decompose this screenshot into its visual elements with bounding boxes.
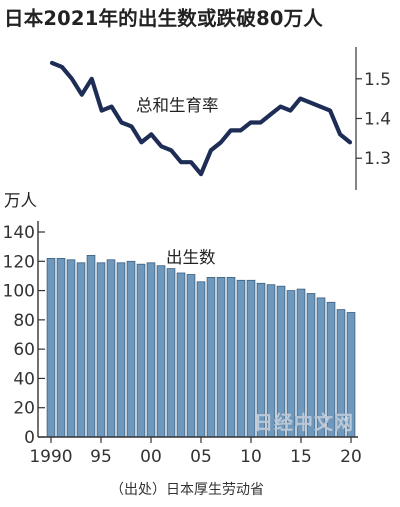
births-x-tick-label: 00 [140, 447, 162, 467]
births-bar [216, 276, 226, 438]
births-bar [86, 254, 96, 438]
births-bar [116, 262, 126, 438]
births-y-tick-label: 20 [13, 399, 35, 419]
births-panel: 万人 0 20 40 60 80 100 120 140 1990 95 00 05 10 15 20 出生数 [3, 191, 362, 467]
births-bar [176, 272, 186, 438]
rate-tick-label: 1.5 [364, 70, 391, 90]
chart-title: 日本2021年的出生数或跌破80万人 [4, 7, 324, 30]
births-x-tick-label: 95 [90, 447, 112, 467]
births-x-tick-label: 10 [240, 447, 262, 467]
births-y-tick-label: 80 [13, 311, 35, 331]
births-y-tick-label: 40 [13, 369, 35, 389]
births-bar [226, 276, 236, 438]
births-y-tick-label: 120 [3, 252, 35, 272]
births-bar [46, 257, 56, 438]
births-bar [196, 281, 206, 438]
births-y-tick-label: 60 [13, 340, 35, 360]
fertility-rate-label: 总和生育率 [136, 96, 219, 115]
births-label: 出生数 [166, 248, 216, 267]
births-bar [186, 274, 196, 438]
births-bar [136, 263, 146, 438]
births-bar [126, 260, 136, 438]
rate-tick-label: 1.4 [364, 110, 391, 130]
births-bar [106, 259, 116, 438]
births-bar [236, 279, 246, 438]
births-y-tick-label: 100 [3, 282, 35, 302]
rate-tick-label: 1.3 [364, 149, 391, 169]
births-bar [76, 262, 86, 438]
births-unit-label: 万人 [4, 191, 37, 210]
births-y-tick-label: 140 [3, 223, 35, 243]
births-x-tick-label: 20 [340, 447, 362, 467]
births-x-tick-label: 05 [190, 447, 212, 467]
births-bar [66, 259, 76, 438]
fertility-rate-panel: 1.3 1.4 1.5 总和生育率 [49, 47, 391, 190]
births-bar [146, 262, 156, 438]
births-x-tick-label: 1990 [29, 447, 72, 467]
births-x-tick-label: 15 [290, 447, 312, 467]
births-bar [156, 265, 166, 438]
source-note: （出处）日本厚生劳动省 [110, 482, 264, 498]
watermark-logo: 日经中文网 [254, 412, 355, 434]
births-y-tick-label: 0 [24, 428, 35, 448]
births-bar [56, 257, 66, 438]
births-bar [166, 268, 176, 438]
births-bar [206, 276, 216, 438]
fertility-rate-line [49, 60, 353, 177]
births-bar [96, 262, 106, 438]
